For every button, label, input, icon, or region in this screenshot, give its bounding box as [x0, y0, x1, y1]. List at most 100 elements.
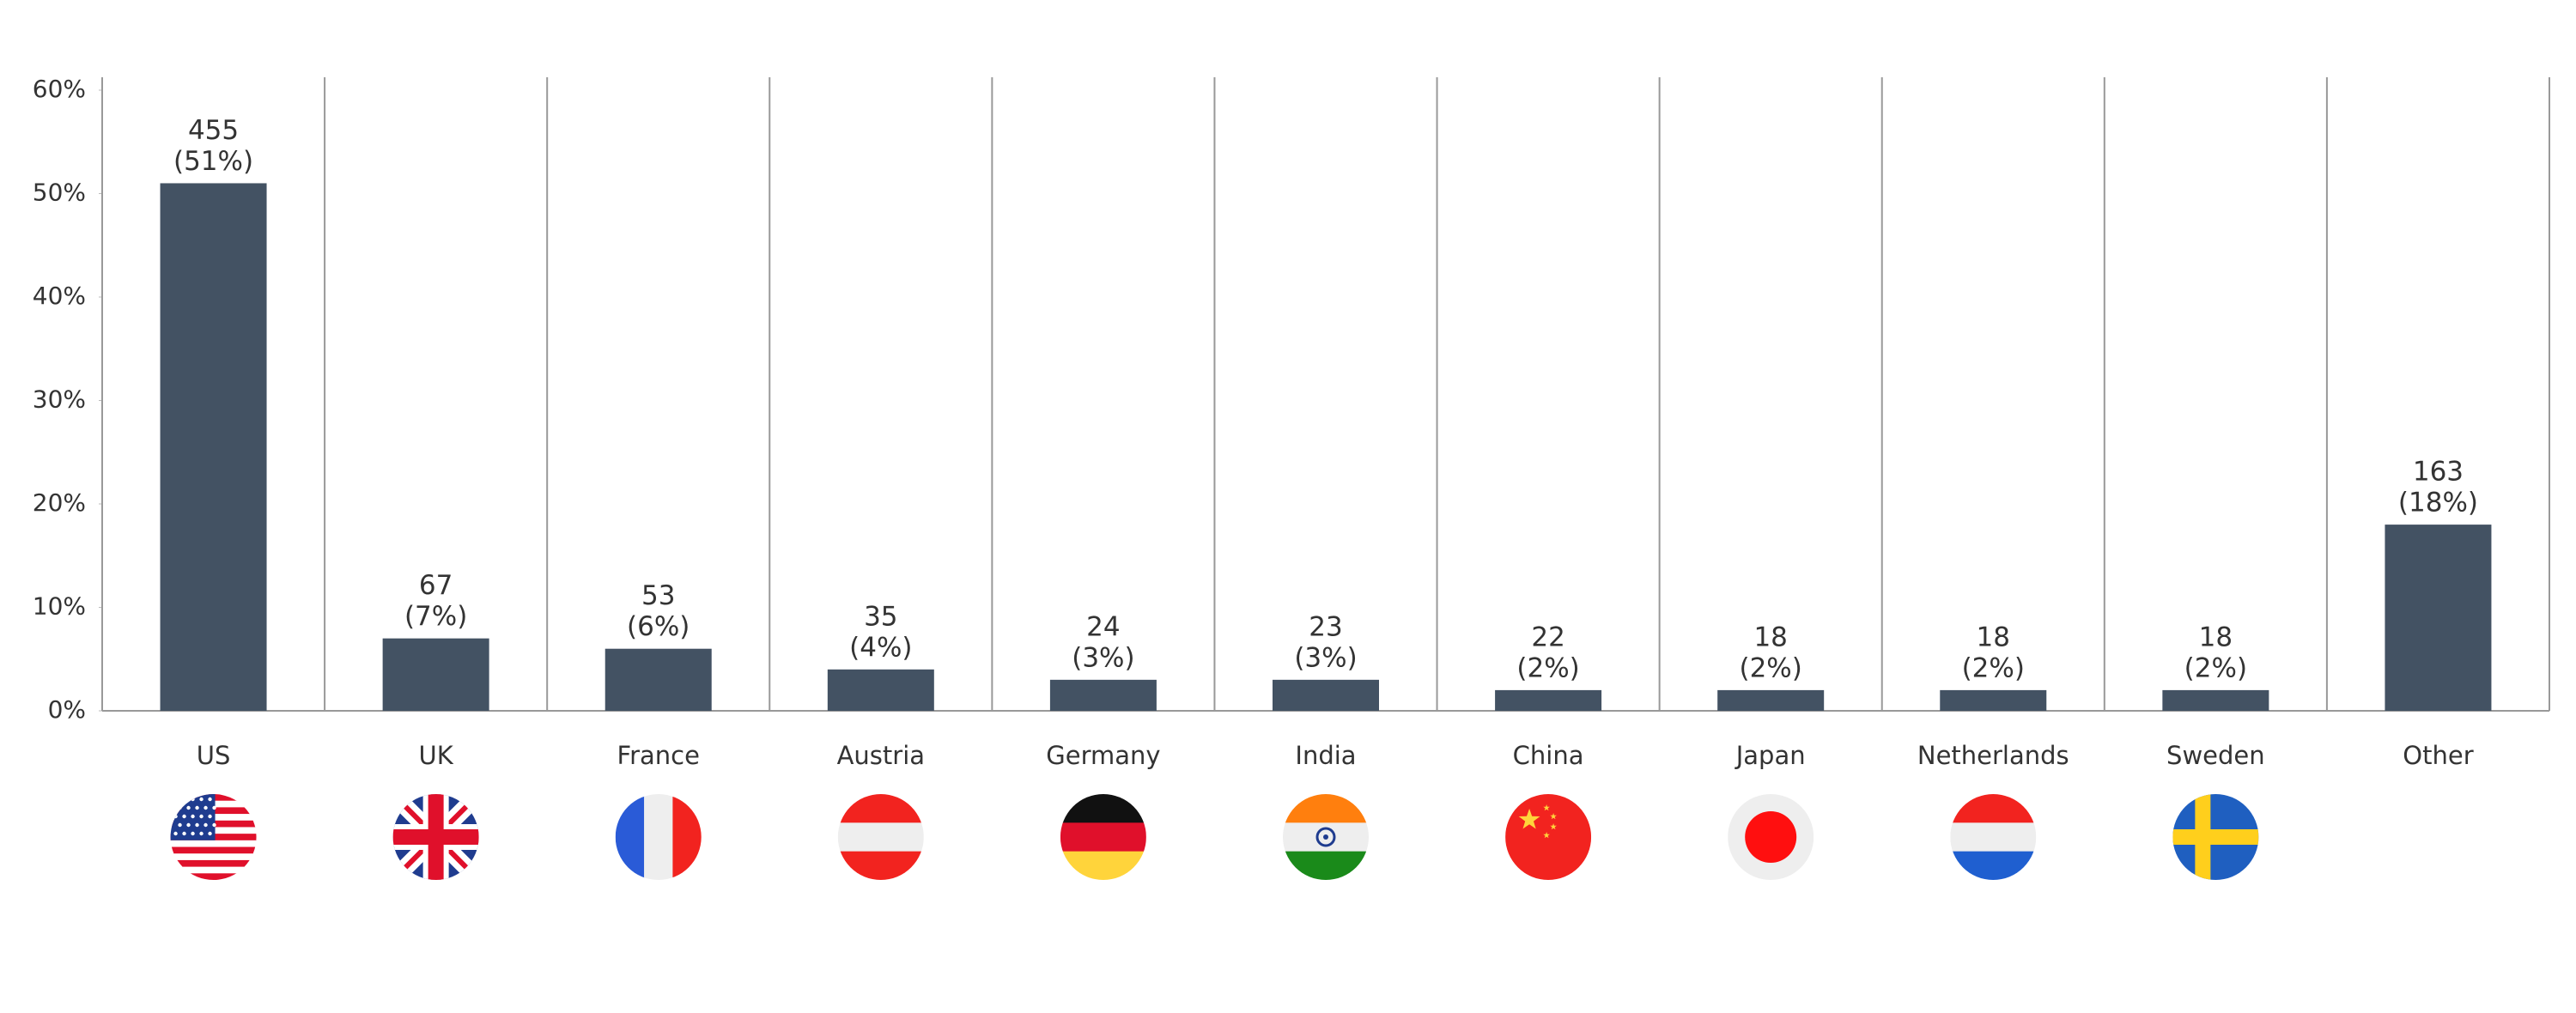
count-label: 53 — [641, 580, 675, 611]
flag — [1505, 794, 1592, 880]
bar — [605, 648, 712, 711]
flag-shape — [182, 814, 186, 819]
value-label: (2%) — [1739, 652, 1801, 683]
value-label: (51%) — [173, 146, 253, 177]
flag-shape — [1543, 804, 1550, 811]
flag-shape — [1283, 851, 1369, 880]
flag-shape — [644, 794, 673, 880]
bar — [2385, 525, 2492, 711]
y-tick-label: 10% — [33, 592, 86, 621]
flag-shape — [173, 831, 178, 836]
bar — [382, 638, 489, 711]
y-tick-label: 50% — [33, 179, 86, 207]
flag-shape — [170, 873, 257, 880]
flag-shape — [672, 794, 702, 880]
flag-shape — [208, 797, 212, 802]
bar — [1717, 689, 1825, 711]
bar — [1049, 679, 1157, 711]
flag-shape — [1745, 811, 1797, 863]
flag-shape — [1060, 822, 1146, 852]
flag-clip — [392, 794, 479, 880]
flag-shape — [170, 859, 257, 868]
flag-shape — [182, 831, 186, 836]
flag-clip — [1060, 794, 1146, 880]
count-label: 24 — [1086, 611, 1120, 642]
flag-clip — [170, 794, 257, 880]
flag-shape — [170, 853, 257, 861]
flag-clip — [2172, 794, 2259, 880]
count-label: 35 — [864, 601, 897, 632]
count-label: 455 — [188, 115, 239, 146]
value-label: (3%) — [1072, 642, 1134, 673]
x-tick-label: UK — [419, 741, 454, 770]
y-tick-label: 0% — [48, 695, 86, 724]
flag-shape — [615, 794, 645, 880]
x-tick-label: China — [1513, 741, 1584, 770]
count-label: 18 — [1977, 622, 2010, 652]
flag-shape — [182, 797, 186, 802]
flag-shape — [212, 805, 216, 810]
flag-shape — [1505, 794, 1592, 880]
count-label: 67 — [419, 570, 453, 601]
value-label: (4%) — [849, 632, 912, 663]
flag — [2172, 794, 2259, 880]
flag-shape — [837, 822, 924, 852]
y-tick-label: 20% — [33, 488, 86, 517]
flag-shape — [178, 805, 182, 810]
count-label: 18 — [1753, 622, 1787, 652]
flag-shape — [208, 831, 212, 836]
value-label: (3%) — [1294, 642, 1357, 673]
flag-shape — [1060, 851, 1146, 880]
flag-shape — [392, 829, 479, 845]
flag-shape — [1518, 809, 1540, 829]
bar — [1273, 679, 1379, 711]
bar — [827, 669, 934, 711]
flag-clip — [837, 794, 924, 880]
x-tick-label: India — [1295, 741, 1356, 770]
value-label: (18%) — [2398, 488, 2478, 519]
flag-shape — [170, 846, 257, 854]
flag-clip — [1283, 794, 1369, 880]
flag-shape — [1950, 822, 2037, 852]
flag-shape — [204, 822, 208, 828]
flag-shape — [199, 814, 204, 819]
flag — [615, 794, 702, 880]
flag-clip — [1950, 794, 2037, 880]
flag-shape — [195, 805, 199, 810]
flag-shape — [199, 831, 204, 836]
flag-shape — [204, 805, 208, 810]
flag-clip — [615, 794, 702, 880]
bar — [1495, 689, 1602, 711]
x-tick-label: Japan — [1735, 741, 1806, 770]
flag-shape — [837, 851, 924, 880]
count-label: 22 — [1531, 622, 1564, 652]
flag-shape — [191, 814, 195, 819]
flag-shape — [170, 840, 257, 848]
flag-shape — [178, 822, 182, 828]
flag-shape — [837, 794, 924, 823]
flag-shape — [1950, 794, 2037, 823]
x-tick-label: Austria — [837, 741, 925, 770]
value-label: (2%) — [1962, 652, 2025, 683]
flag — [1060, 794, 1146, 880]
flag-shape — [173, 814, 178, 819]
y-tick-label: 40% — [33, 282, 86, 310]
y-tick-label: 60% — [33, 75, 86, 103]
flag-shape — [195, 822, 199, 828]
flag-shape — [212, 822, 216, 828]
flag-shape — [173, 797, 178, 802]
x-tick-label: Sweden — [2166, 741, 2265, 770]
bar — [160, 183, 267, 711]
bar — [1940, 689, 2047, 711]
count-label: 23 — [1309, 611, 1342, 642]
value-label: (2%) — [1516, 652, 1579, 683]
flag-shape — [199, 797, 204, 802]
flag — [392, 794, 479, 880]
flag-shape — [1283, 794, 1369, 823]
flag-shape — [191, 797, 195, 802]
flag-shape — [1550, 813, 1557, 820]
flag-shape — [1543, 832, 1550, 839]
flag-shape — [2195, 794, 2211, 880]
